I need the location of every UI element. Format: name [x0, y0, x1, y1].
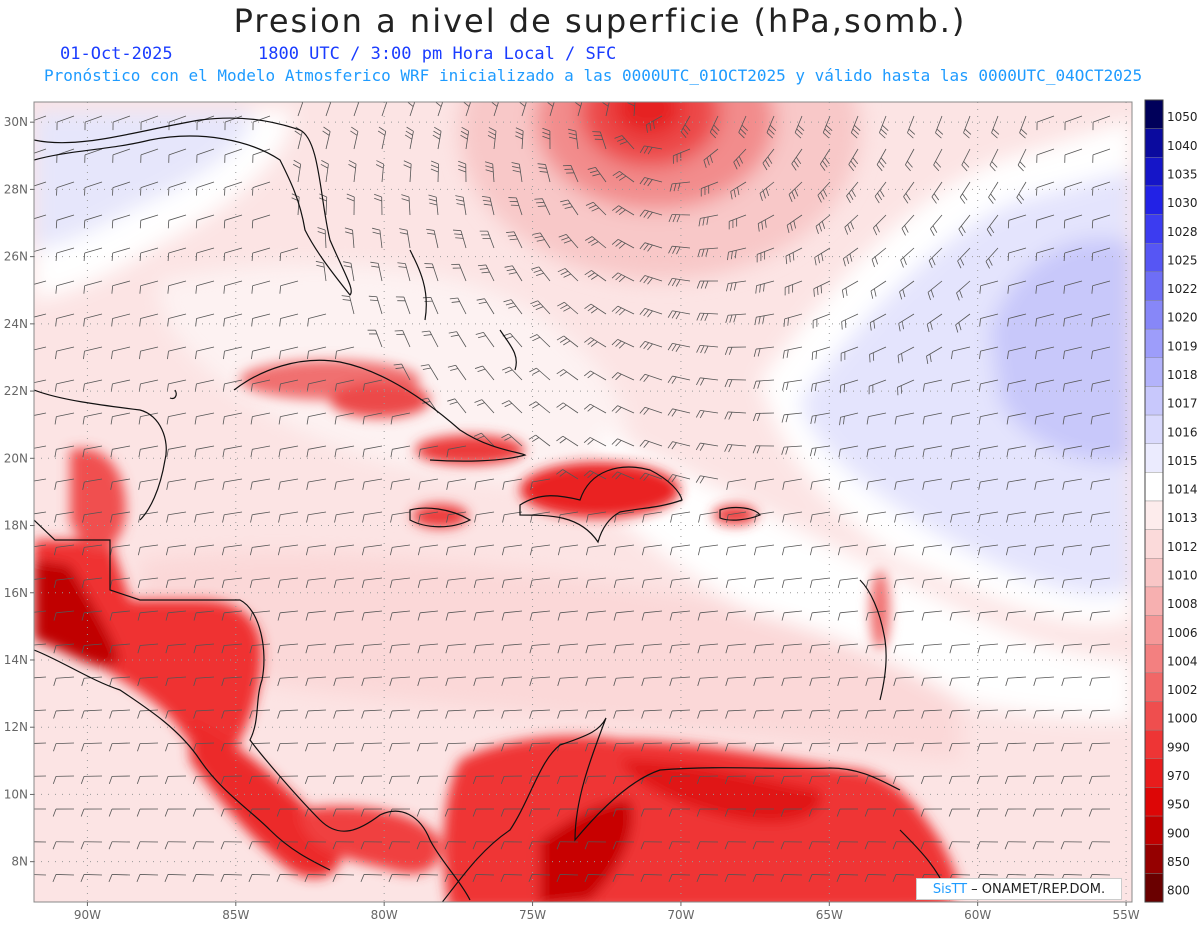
colorbar-label: 850: [1167, 855, 1190, 869]
colorbar-label: 900: [1167, 826, 1190, 840]
colorbar-swatch: [1144, 271, 1164, 301]
colorbar-label: 1015: [1167, 454, 1198, 468]
lat-axis: 30N 28N 26N 24N 22N 20N 18N 16N 14N 12N 10N 8N: [4, 115, 34, 869]
lat-tick-label: 24N: [4, 317, 28, 331]
colorbar-swatch: [1144, 529, 1164, 559]
colorbar-swatch: [1144, 99, 1164, 129]
lon-tick-label: 90W: [74, 908, 101, 922]
colorbar-label: 1002: [1167, 683, 1198, 697]
colorbar-label: 1028: [1167, 225, 1198, 239]
colorbar-swatch: [1144, 815, 1164, 845]
colorbar-swatch: [1144, 157, 1164, 187]
colorbar-label: 1018: [1167, 368, 1198, 382]
colorbar-swatch: [1144, 243, 1164, 273]
lat-tick-label: 14N: [4, 653, 28, 667]
model-info: Pronóstico con el Modelo Atmosferico WRF…: [44, 66, 1143, 85]
colorbar: 1050 1040 1035 1030 1028 1025 1022 1020 1019 1018…: [1144, 99, 1198, 903]
lon-tick-label: 60W: [964, 908, 991, 922]
colorbar-label: 1012: [1167, 540, 1198, 554]
lat-tick-label: 10N: [4, 787, 28, 801]
lon-tick-label: 70W: [667, 908, 694, 922]
lon-tick-label: 65W: [816, 908, 843, 922]
colorbar-swatch: [1144, 300, 1164, 330]
valid-time: 1800 UTC / 3:00 pm Hora Local / SFC: [258, 44, 617, 64]
colorbar-swatch: [1144, 644, 1164, 674]
colorbar-label: 1050: [1167, 110, 1198, 124]
colorbar-swatch: [1144, 214, 1164, 244]
colorbar-swatch: [1144, 128, 1164, 158]
lat-tick-label: 30N: [4, 115, 28, 129]
colorbar-label: 950: [1167, 798, 1190, 812]
colorbar-label: 1010: [1167, 568, 1198, 582]
colorbar-label: 1000: [1167, 712, 1198, 726]
lon-tick-label: 80W: [371, 908, 398, 922]
colorbar-label: 1030: [1167, 196, 1198, 210]
colorbar-label: 1019: [1167, 339, 1198, 353]
colorbar-swatch: [1144, 185, 1164, 215]
credit-brand: SisTT: [932, 881, 968, 897]
colorbar-label: 1040: [1167, 139, 1198, 153]
colorbar-label: 1016: [1167, 425, 1198, 439]
colorbar-swatch: [1144, 873, 1164, 903]
lat-tick-label: 8N: [11, 855, 28, 869]
colorbar-label: 990: [1167, 740, 1190, 754]
wind-barbs: [34, 102, 1111, 882]
colorbar-swatch: [1144, 615, 1164, 645]
map-title: Presion a nivel de superficie (hPa,somb.…: [233, 2, 967, 40]
pressure-shading: [34, 102, 1132, 760]
credit-org: – ONAMET/REP.DOM.: [971, 881, 1106, 897]
map-frame: [33, 101, 1133, 903]
colorbar-label: 1008: [1167, 597, 1198, 611]
lat-lon-grid: [34, 102, 1132, 902]
colorbar-swatch: [1144, 701, 1164, 731]
colorbar-swatch: [1144, 386, 1164, 416]
colorbar-swatch: [1144, 472, 1164, 502]
colorbar-swatch: [1144, 443, 1164, 473]
colorbar-swatch: [1144, 672, 1164, 702]
lat-tick-label: 28N: [4, 182, 28, 196]
colorbar-swatch: [1144, 787, 1164, 817]
colorbar-label: 1006: [1167, 626, 1198, 640]
land-low-pressure: [34, 360, 958, 902]
colorbar-label: 800: [1167, 884, 1190, 898]
lat-tick-label: 12N: [4, 720, 28, 734]
colorbar-label: 1022: [1167, 282, 1198, 296]
colorbar-label: 1014: [1167, 483, 1198, 497]
colorbar-label: 1004: [1167, 654, 1198, 668]
lat-tick-label: 16N: [4, 586, 28, 600]
colorbar-swatch: [1144, 758, 1164, 788]
colorbar-swatch: [1144, 357, 1164, 387]
colorbar-swatch: [1144, 500, 1164, 530]
lat-tick-label: 20N: [4, 451, 28, 465]
lon-tick-label: 85W: [222, 908, 249, 922]
lat-tick-label: 22N: [4, 384, 28, 398]
lat-tick-label: 18N: [4, 519, 28, 533]
credit-box: SisTT – ONAMET/REP.DOM.: [916, 878, 1122, 900]
lon-tick-label: 55W: [1112, 908, 1139, 922]
colorbar-label: 1020: [1167, 311, 1198, 325]
lat-tick-label: 26N: [4, 250, 28, 264]
colorbar-swatch: [1144, 844, 1164, 874]
colorbar-label: 1035: [1167, 167, 1198, 181]
colorbar-swatch: [1144, 558, 1164, 588]
colorbar-swatch: [1144, 586, 1164, 616]
coastlines: [34, 117, 951, 902]
colorbar-label: 1025: [1167, 253, 1198, 267]
colorbar-label: 970: [1167, 769, 1190, 783]
lon-axis: 90W 85W 80W 75W 70W 65W 60W 55W: [74, 902, 1140, 922]
colorbar-swatch: [1144, 729, 1164, 759]
valid-date: 01-Oct-2025: [60, 44, 173, 64]
colorbar-label: 1013: [1167, 511, 1198, 525]
colorbar-swatch: [1144, 328, 1164, 358]
colorbar-label: 1017: [1167, 397, 1198, 411]
lon-tick-label: 75W: [519, 908, 546, 922]
colorbar-swatch: [1144, 414, 1164, 444]
